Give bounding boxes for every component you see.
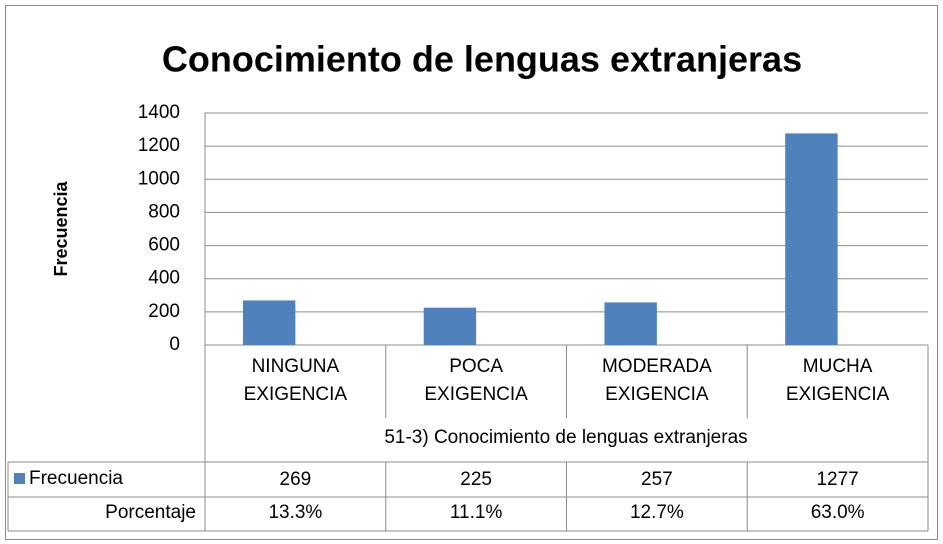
- x-tick-label: NINGUNA: [252, 356, 340, 377]
- y-tick-label: 1400: [138, 102, 180, 123]
- bar: [785, 133, 838, 345]
- y-tick-label: 400: [148, 268, 180, 289]
- legend-label: Frecuencia: [29, 468, 123, 489]
- x-tick-label: EXIGENCIA: [605, 384, 709, 405]
- x-tick-label: MUCHA: [803, 356, 873, 377]
- x-axis-label: 51-3) Conocimiento de lenguas extranjera…: [384, 427, 747, 448]
- x-tick-label: EXIGENCIA: [786, 384, 890, 405]
- table-cell: 12.7%: [630, 502, 684, 523]
- bar: [423, 307, 477, 345]
- chart-border: [5, 5, 938, 540]
- chart-title: Conocimiento de lenguas extranjeras: [162, 39, 802, 80]
- y-tick-label: 1200: [138, 135, 180, 156]
- y-tick-label: 600: [148, 235, 180, 256]
- table-cell: 225: [460, 469, 492, 490]
- bar: [604, 302, 657, 345]
- bar: [242, 300, 296, 345]
- y-tick-label: 800: [148, 201, 180, 222]
- table-cell: 257: [641, 469, 673, 490]
- table-cell: 63.0%: [811, 502, 865, 523]
- table-cell: 269: [280, 469, 312, 490]
- y-tick-label: 0: [169, 334, 180, 355]
- x-tick-label: POCA: [449, 356, 503, 377]
- x-tick-label: MODERADA: [602, 356, 712, 377]
- y-axis-label: Frecuencia: [51, 180, 71, 276]
- legend-key: [14, 473, 25, 484]
- x-tick-label: EXIGENCIA: [424, 384, 528, 405]
- table-row-label: Porcentaje: [105, 502, 196, 523]
- table-cell: 13.3%: [268, 502, 322, 523]
- table-cell: 1277: [816, 469, 858, 490]
- x-tick-label: EXIGENCIA: [244, 384, 348, 405]
- y-tick-label: 1000: [138, 168, 180, 189]
- table-cell: 11.1%: [450, 502, 503, 523]
- y-tick-label: 200: [148, 301, 180, 322]
